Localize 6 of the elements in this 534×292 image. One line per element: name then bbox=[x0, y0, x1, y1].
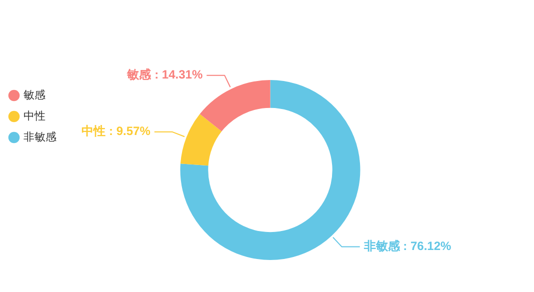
legend-label: 敏感 bbox=[24, 88, 46, 102]
data-label: 非敏感 : 76.12% bbox=[362, 239, 452, 254]
data-label: 中性 : 9.57% bbox=[82, 124, 151, 138]
legend-label: 中性 bbox=[24, 110, 46, 123]
data-label: 敏感 : 14.31% bbox=[126, 68, 203, 82]
legend-label: 非敏感 bbox=[24, 130, 56, 144]
